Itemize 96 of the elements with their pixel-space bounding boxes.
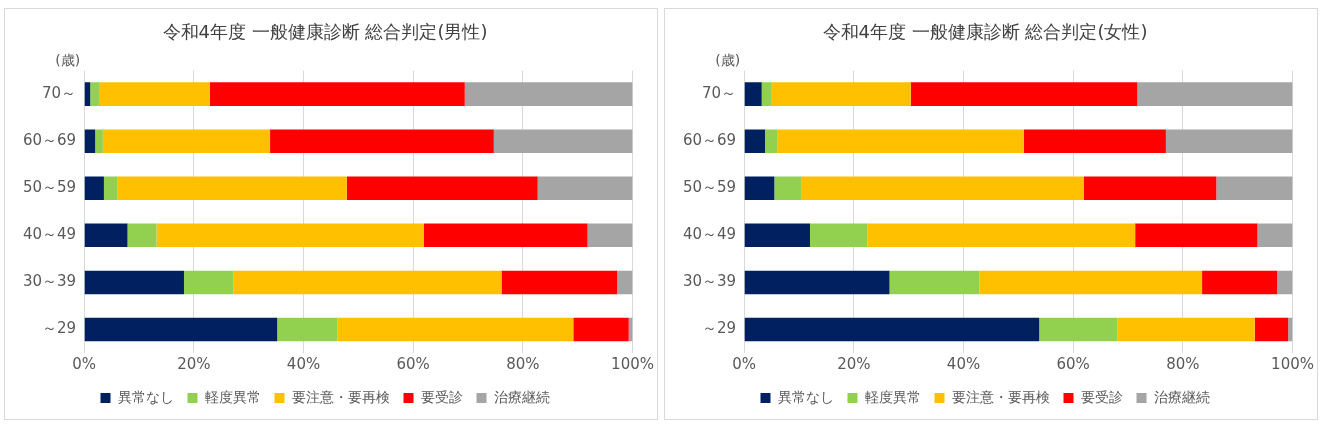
bar bbox=[346, 176, 538, 201]
x-tick-label: 0% bbox=[732, 354, 757, 373]
bar bbox=[1254, 317, 1289, 342]
bar bbox=[84, 270, 184, 295]
y-tick-label: 50～59 bbox=[22, 178, 77, 197]
bar bbox=[84, 176, 104, 201]
bar bbox=[537, 176, 633, 201]
bar bbox=[501, 270, 618, 295]
bar bbox=[1216, 176, 1293, 201]
bar bbox=[744, 270, 890, 295]
x-tick-label: 100% bbox=[611, 354, 654, 373]
x-tick-label: 40% bbox=[946, 354, 981, 373]
bar bbox=[1117, 317, 1255, 342]
bar bbox=[127, 223, 157, 248]
bar bbox=[84, 129, 96, 153]
bar bbox=[744, 82, 762, 106]
bar bbox=[979, 270, 1203, 295]
x-tick-label: 20% bbox=[177, 354, 211, 373]
bar bbox=[744, 176, 775, 201]
legend-label: 異常なし bbox=[777, 388, 834, 405]
y-tick-label: 60～69 bbox=[22, 131, 77, 150]
bar bbox=[889, 270, 980, 295]
bar bbox=[867, 223, 1136, 248]
legend-label: 要注意・要再検 bbox=[951, 388, 1050, 405]
bar bbox=[1277, 270, 1293, 295]
bar bbox=[102, 129, 271, 153]
bar bbox=[84, 223, 128, 248]
legend-label: 要受診 bbox=[1080, 388, 1123, 405]
bar bbox=[337, 317, 574, 342]
y-axis-title: (歳) bbox=[55, 52, 81, 69]
bar bbox=[270, 129, 494, 153]
bar bbox=[277, 317, 338, 342]
bar bbox=[744, 129, 766, 153]
legend-label: 要注意・要再検 bbox=[291, 388, 390, 405]
bar bbox=[95, 129, 103, 153]
y-tick-label: 30～39 bbox=[22, 272, 77, 291]
bar bbox=[1023, 129, 1166, 153]
bar bbox=[777, 129, 1024, 153]
bar bbox=[1135, 223, 1258, 248]
y-tick-label: 40～49 bbox=[22, 225, 77, 244]
x-tick-label: 60% bbox=[396, 354, 430, 373]
bar bbox=[744, 317, 1040, 342]
legend-label: 軽度異常 bbox=[204, 388, 261, 405]
legend-label: 軽度異常 bbox=[864, 388, 921, 405]
bar bbox=[209, 82, 465, 106]
bar bbox=[1137, 82, 1293, 106]
y-tick-label: 50～59 bbox=[682, 178, 737, 197]
bar bbox=[493, 129, 633, 153]
bar bbox=[156, 223, 424, 248]
bar bbox=[1039, 317, 1118, 342]
legend-label: 治療継続 bbox=[1153, 388, 1210, 405]
bar bbox=[587, 223, 633, 248]
y-tick-label: ～29 bbox=[702, 319, 737, 338]
bar bbox=[771, 82, 911, 106]
x-tick-label: 80% bbox=[1166, 354, 1200, 373]
bar bbox=[84, 317, 278, 342]
bar bbox=[233, 270, 502, 295]
chart-title: 令和4年度 一般健康診断 総合判定(男性) bbox=[162, 21, 488, 43]
bar bbox=[117, 176, 347, 201]
x-tick-label: 100% bbox=[1271, 354, 1314, 373]
bar bbox=[98, 82, 210, 106]
chart-title: 令和4年度 一般健康診断 総合判定(女性) bbox=[822, 21, 1148, 43]
bar bbox=[103, 176, 118, 201]
bar bbox=[1257, 223, 1293, 248]
x-tick-label: 80% bbox=[506, 354, 540, 373]
y-tick-label: 70～ bbox=[42, 84, 77, 103]
bar bbox=[801, 176, 1084, 201]
bar bbox=[573, 317, 629, 342]
x-tick-label: 0% bbox=[72, 354, 97, 373]
x-tick-label: 40% bbox=[286, 354, 321, 373]
bar bbox=[183, 270, 234, 295]
y-tick-label: 70～ bbox=[702, 84, 737, 103]
legend-label: 異常なし bbox=[117, 388, 174, 405]
bar bbox=[1083, 176, 1217, 201]
y-tick-label: 40～49 bbox=[682, 225, 737, 244]
bar bbox=[744, 223, 810, 248]
x-tick-label: 60% bbox=[1056, 354, 1090, 373]
bar bbox=[1202, 270, 1278, 295]
bar bbox=[1165, 129, 1293, 153]
bar bbox=[809, 223, 868, 248]
y-tick-label: 30～39 bbox=[682, 272, 737, 291]
bar bbox=[90, 82, 99, 106]
bar bbox=[464, 82, 633, 106]
bar bbox=[617, 270, 633, 295]
legend-label: 治療継続 bbox=[493, 388, 550, 405]
bar bbox=[84, 82, 91, 106]
y-tick-label: ～29 bbox=[42, 319, 77, 338]
x-tick-label: 20% bbox=[837, 354, 871, 373]
bar bbox=[423, 223, 588, 248]
bar bbox=[761, 82, 772, 106]
legend-label: 要受診 bbox=[420, 388, 463, 405]
bar bbox=[765, 129, 778, 153]
bar bbox=[774, 176, 802, 201]
y-tick-label: 60～69 bbox=[682, 131, 737, 150]
y-axis-title: (歳) bbox=[715, 52, 741, 69]
bar bbox=[910, 82, 1138, 106]
